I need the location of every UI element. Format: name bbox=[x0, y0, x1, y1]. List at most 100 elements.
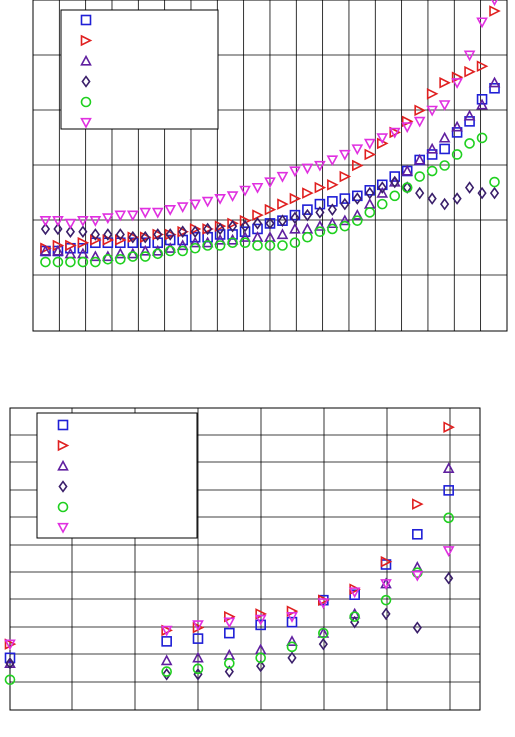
data-point bbox=[164, 205, 177, 216]
data-point bbox=[401, 182, 413, 193]
data-point bbox=[376, 186, 389, 198]
data-point bbox=[176, 202, 189, 214]
data-point bbox=[4, 638, 17, 650]
data-point bbox=[352, 159, 364, 172]
data-point bbox=[276, 171, 289, 183]
data-point bbox=[192, 663, 204, 675]
data-point bbox=[214, 193, 226, 205]
data-point bbox=[443, 421, 455, 434]
data-point bbox=[327, 179, 339, 191]
data-point bbox=[65, 256, 76, 268]
data-point bbox=[224, 627, 235, 639]
data-point bbox=[426, 87, 439, 100]
legend-marker bbox=[80, 14, 92, 26]
data-point bbox=[77, 242, 89, 254]
data-point bbox=[223, 617, 236, 629]
data-point bbox=[377, 181, 387, 194]
legend-marker bbox=[58, 480, 68, 493]
data-point bbox=[4, 652, 16, 664]
legend-marker bbox=[57, 419, 69, 431]
data-point bbox=[165, 228, 175, 241]
legend-marker bbox=[80, 117, 92, 129]
data-point bbox=[340, 197, 350, 211]
data-point bbox=[203, 222, 213, 236]
data-point bbox=[439, 160, 450, 171]
data-point bbox=[252, 240, 263, 251]
data-point bbox=[302, 208, 313, 222]
data-point bbox=[349, 589, 360, 600]
data-point bbox=[426, 165, 438, 177]
data-point bbox=[365, 186, 375, 200]
data-point bbox=[364, 207, 376, 218]
data-point bbox=[443, 485, 454, 496]
data-point bbox=[390, 175, 400, 189]
data-point bbox=[4, 639, 16, 651]
data-point bbox=[389, 190, 401, 202]
data-point bbox=[314, 220, 326, 231]
data-point bbox=[380, 594, 392, 606]
data-point bbox=[463, 109, 476, 121]
plot-frame bbox=[9, 407, 481, 711]
data-point bbox=[351, 208, 364, 220]
data-point bbox=[314, 181, 327, 194]
data-point bbox=[115, 253, 126, 265]
data-point bbox=[160, 625, 173, 637]
data-point bbox=[489, 186, 500, 200]
data-point bbox=[476, 132, 488, 144]
data-point bbox=[161, 636, 172, 647]
data-point bbox=[350, 615, 360, 629]
data-point bbox=[439, 76, 451, 89]
data-point bbox=[277, 214, 288, 227]
data-point bbox=[426, 105, 438, 117]
data-point bbox=[127, 237, 139, 249]
data-point bbox=[214, 229, 226, 240]
data-point bbox=[102, 250, 114, 262]
data-point bbox=[339, 214, 351, 226]
data-point bbox=[401, 122, 414, 134]
legend-marker bbox=[80, 34, 93, 47]
data-point bbox=[289, 209, 301, 221]
data-point bbox=[489, 5, 501, 17]
data-point bbox=[254, 614, 267, 626]
data-point bbox=[440, 197, 450, 211]
data-point bbox=[364, 185, 376, 196]
data-point bbox=[302, 231, 313, 243]
series-triangle-down bbox=[39, 0, 498, 230]
data-point bbox=[126, 210, 139, 222]
data-point bbox=[443, 512, 454, 524]
data-point bbox=[411, 570, 424, 582]
data-point bbox=[153, 228, 163, 241]
data-point bbox=[256, 659, 266, 673]
data-point bbox=[201, 236, 214, 248]
data-point bbox=[115, 234, 127, 246]
data-point bbox=[52, 244, 64, 256]
data-point bbox=[352, 190, 363, 202]
data-point bbox=[339, 170, 352, 183]
legend-marker bbox=[57, 522, 69, 534]
data-point bbox=[189, 231, 201, 243]
legend-marker bbox=[81, 75, 91, 88]
data-point bbox=[65, 225, 76, 239]
data-point bbox=[39, 244, 52, 256]
data-point bbox=[160, 654, 173, 666]
x-ticks bbox=[33, 331, 507, 335]
data-point bbox=[339, 193, 351, 204]
data-point bbox=[140, 230, 150, 244]
data-point bbox=[164, 242, 177, 253]
data-point bbox=[289, 166, 301, 178]
data-point bbox=[161, 624, 173, 637]
data-point bbox=[491, 0, 498, 7]
data-point bbox=[464, 116, 475, 127]
data-point bbox=[251, 182, 264, 194]
data-point bbox=[363, 197, 376, 209]
data-point bbox=[152, 248, 164, 260]
data-point bbox=[128, 230, 138, 244]
data-point bbox=[348, 587, 361, 599]
data-point bbox=[352, 192, 362, 205]
series-diamond bbox=[5, 571, 454, 681]
data-point bbox=[339, 149, 351, 161]
data-point bbox=[162, 667, 172, 681]
data-point bbox=[364, 148, 377, 161]
data-point bbox=[464, 138, 475, 149]
data-point bbox=[351, 144, 364, 156]
